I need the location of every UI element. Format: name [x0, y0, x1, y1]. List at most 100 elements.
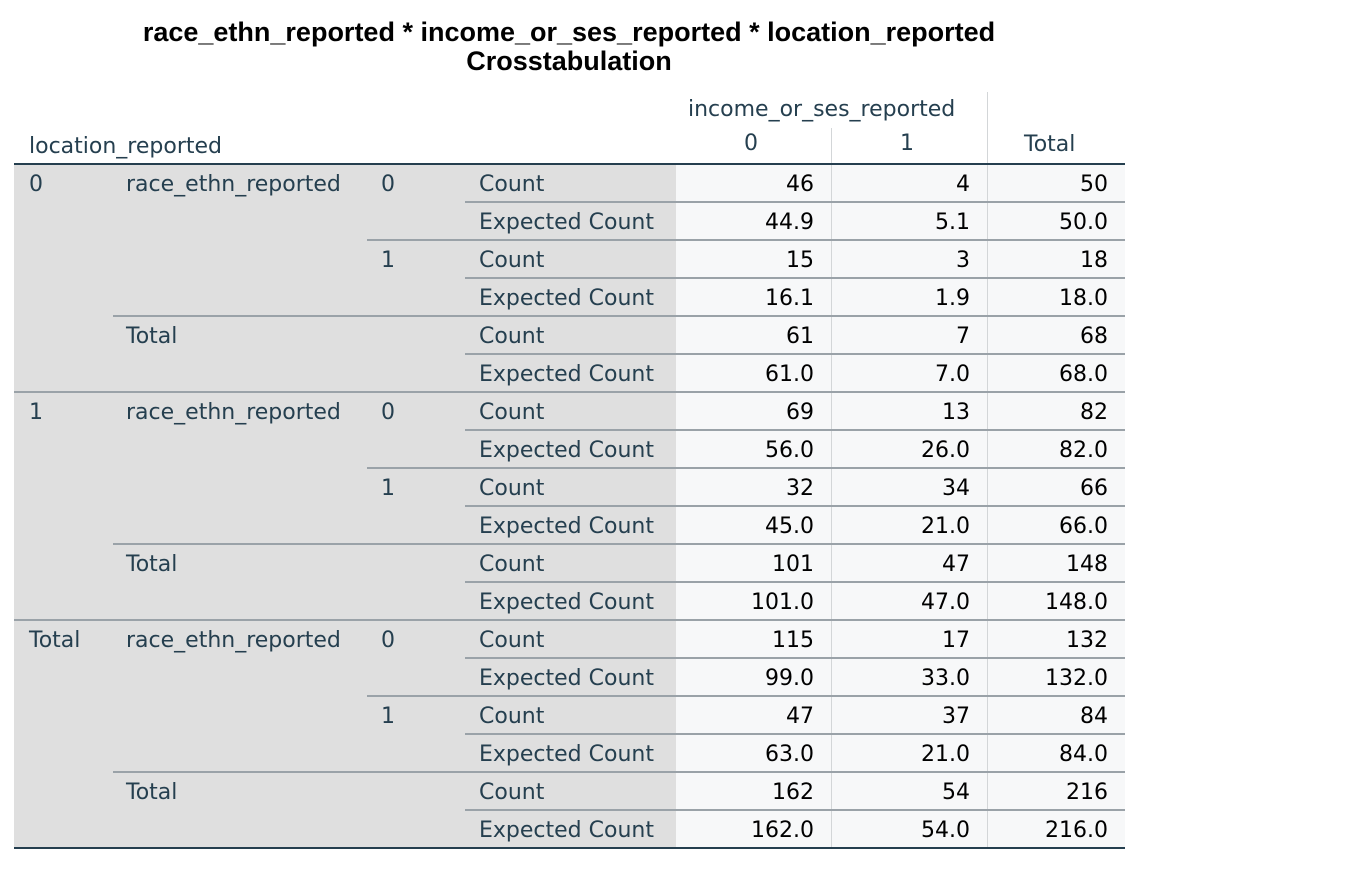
- row-label-loc: [14, 734, 113, 772]
- row-label-var: Total: [113, 772, 368, 810]
- row-label-var: [113, 506, 368, 544]
- value-cell: 7.0: [832, 354, 987, 392]
- table-row: Expected Count 45.0 21.0 66.0: [14, 506, 1125, 544]
- value-cell: 56.0: [676, 430, 831, 468]
- value-cell: 101: [676, 544, 831, 582]
- row-divider: [14, 391, 1125, 393]
- value-cell: 3: [832, 240, 987, 278]
- value-cell: 162: [676, 772, 831, 810]
- value-cell: 61.0: [676, 354, 831, 392]
- row-label-cat: [368, 202, 466, 240]
- row-divider: [113, 543, 1125, 545]
- row-label-loc: [14, 658, 113, 696]
- row-divider: [465, 809, 1125, 811]
- row-label-loc: [14, 354, 113, 392]
- table-row: Total Count 162 54 216: [14, 772, 1125, 810]
- value-cell: 216: [988, 772, 1125, 810]
- col-header-0: 0: [744, 131, 758, 156]
- value-cell: 33.0: [832, 658, 987, 696]
- value-cell: 82: [988, 392, 1125, 430]
- row-label-var: [113, 430, 368, 468]
- value-cell: 82.0: [988, 430, 1125, 468]
- row-label-var: race_ethn_reported: [113, 620, 368, 658]
- row-divider: [14, 619, 1125, 621]
- value-cell: 17: [832, 620, 987, 658]
- row-label-var: [113, 354, 368, 392]
- value-cell: 99.0: [676, 658, 831, 696]
- row-label-var: [113, 810, 368, 848]
- header-divider: [987, 92, 988, 164]
- value-cell: 69: [676, 392, 831, 430]
- row-label-stat: Expected Count: [466, 734, 676, 772]
- row-label-stat: Count: [466, 316, 676, 354]
- table-row: Expected Count 101.0 47.0 148.0: [14, 582, 1125, 620]
- table-row: Total Count 61 7 68: [14, 316, 1125, 354]
- value-cell: 32: [676, 468, 831, 506]
- row-label-var: [113, 202, 368, 240]
- row-label-cat: [368, 810, 466, 848]
- row-label-loc: [14, 202, 113, 240]
- value-cell: 13: [832, 392, 987, 430]
- value-cell: 63.0: [676, 734, 831, 772]
- row-divider: [367, 239, 1125, 241]
- table-row: 1 Count 15 3 18: [14, 240, 1125, 278]
- row-divider: [465, 657, 1125, 659]
- value-cell: 68.0: [988, 354, 1125, 392]
- value-cell: 84.0: [988, 734, 1125, 772]
- row-divider: [465, 429, 1125, 431]
- value-cell: 84: [988, 696, 1125, 734]
- value-cell: 18: [988, 240, 1125, 278]
- row-label-stat: Expected Count: [466, 354, 676, 392]
- row-divider: [113, 771, 1125, 773]
- row-label-loc: [14, 430, 113, 468]
- row-label-cat: [368, 278, 466, 316]
- row-label-cat: 0: [368, 164, 466, 202]
- table-row: Expected Count 56.0 26.0 82.0: [14, 430, 1125, 468]
- row-label-loc: [14, 240, 113, 278]
- row-label-cat: [368, 506, 466, 544]
- value-cell: 66: [988, 468, 1125, 506]
- row-divider: [367, 695, 1125, 697]
- table-row: Total race_ethn_reported 0 Count 115 17 132: [14, 620, 1125, 658]
- row-label-cat: 1: [368, 468, 466, 506]
- value-cell: 45.0: [676, 506, 831, 544]
- row-label-cat: 0: [368, 392, 466, 430]
- value-cell: 101.0: [676, 582, 831, 620]
- row-label-cat: 1: [368, 696, 466, 734]
- value-cell: 5.1: [832, 202, 987, 240]
- row-label-var: [113, 240, 368, 278]
- row-label-var: [113, 278, 368, 316]
- value-cell: 68: [988, 316, 1125, 354]
- value-cell: 4: [832, 164, 987, 202]
- row-label-loc: [14, 468, 113, 506]
- row-divider: [367, 467, 1125, 469]
- row-label-loc: 0: [14, 164, 113, 202]
- row-label-cat: [368, 354, 466, 392]
- table-row: Expected Count 44.9 5.1 50.0: [14, 202, 1125, 240]
- row-label-loc: [14, 810, 113, 848]
- row-divider: [465, 277, 1125, 279]
- row-divider: [465, 733, 1125, 735]
- table-row: 1 Count 32 34 66: [14, 468, 1125, 506]
- row-label-stat: Count: [466, 772, 676, 810]
- row-label-stat: Count: [466, 240, 676, 278]
- value-cell: 66.0: [988, 506, 1125, 544]
- row-label-var: [113, 696, 368, 734]
- row-label-cat: [368, 316, 466, 354]
- row-label-loc: [14, 278, 113, 316]
- row-label-var: [113, 734, 368, 772]
- row-divider: [465, 201, 1125, 203]
- row-label-stat: Count: [466, 392, 676, 430]
- row-divider: [465, 353, 1125, 355]
- row-label-var: [113, 468, 368, 506]
- row-label-cat: [368, 772, 466, 810]
- row-label-var: race_ethn_reported: [113, 392, 368, 430]
- row-label-stat: Count: [466, 544, 676, 582]
- row-label-stat: Expected Count: [466, 278, 676, 316]
- value-cell: 18.0: [988, 278, 1125, 316]
- row-label-loc: [14, 696, 113, 734]
- col-header-1: 1: [900, 131, 914, 156]
- table-row: Total Count 101 47 148: [14, 544, 1125, 582]
- row-label-loc: Total: [14, 620, 113, 658]
- row-label-var: Total: [113, 544, 368, 582]
